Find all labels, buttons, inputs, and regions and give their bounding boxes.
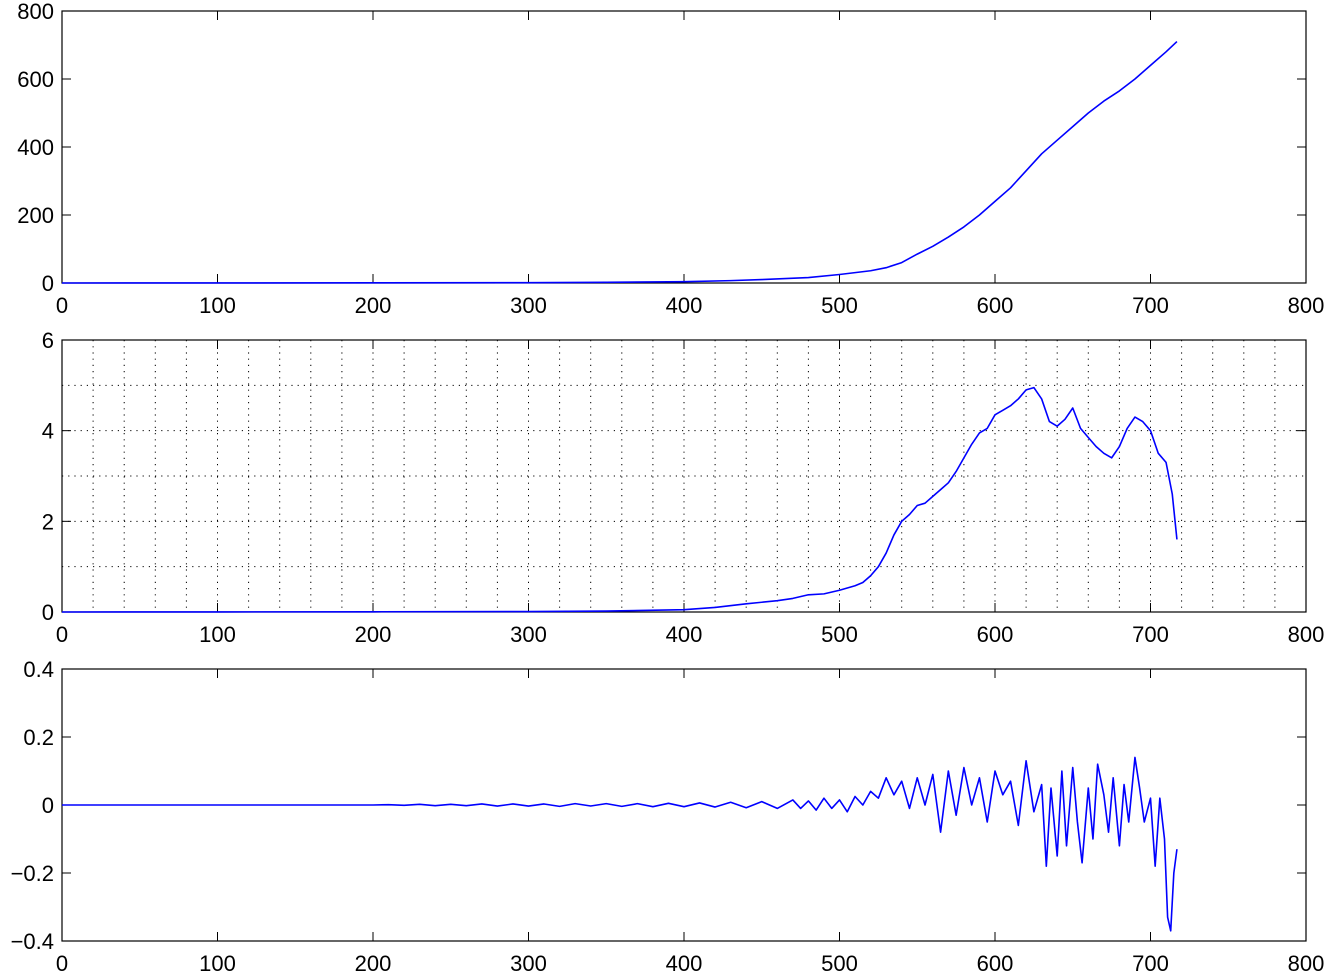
x-tick-label: 0: [56, 951, 68, 976]
subplot-1: 0 100 200 300 400 500 600 700 800 0 200 400 600 800: [17, 0, 1324, 318]
x-tick-label: 300: [510, 293, 547, 318]
x-tick-label: 100: [199, 951, 236, 976]
y-tick-label: 6: [42, 328, 54, 353]
y-tick-label: 200: [17, 203, 54, 228]
x-tick-label: 300: [510, 951, 547, 976]
x-tick-label: 0: [56, 622, 68, 647]
x-tick-label: 800: [1288, 622, 1325, 647]
x-tick-label: 200: [355, 293, 392, 318]
y-tick-label: 4: [42, 419, 54, 444]
x-tick-label: 300: [510, 622, 547, 647]
x-tick-label: 600: [977, 622, 1014, 647]
y-tick-label: 0.4: [23, 657, 54, 682]
series-line-1: [62, 756, 1178, 932]
x-tick-label: 100: [199, 622, 236, 647]
x-tick-label: 500: [821, 293, 858, 318]
x-tick-label: 800: [1288, 293, 1325, 318]
series-line-1: [61, 41, 1178, 284]
x-tick-label: 700: [1132, 622, 1169, 647]
y-tick-label: 0: [42, 600, 54, 625]
x-tick-label: 400: [666, 622, 703, 647]
x-tick-label: 400: [666, 951, 703, 976]
y-tick-label: 600: [17, 67, 54, 92]
x-tick-label: 800: [1288, 951, 1325, 976]
y-tick-label: 2: [42, 509, 54, 534]
x-tick-label: 700: [1132, 293, 1169, 318]
plot-area: [61, 10, 1307, 284]
y-tick-label: 0.2: [23, 725, 54, 750]
x-tick-label: 600: [977, 293, 1014, 318]
x-tick-label: 700: [1132, 951, 1169, 976]
y-tick-label: 800: [17, 0, 54, 24]
x-tick-label: 0: [56, 293, 68, 318]
x-tick-label: 600: [977, 951, 1014, 976]
series-line-1: [61, 386, 1178, 613]
plot-area: [61, 339, 1307, 613]
y-tick-label: −0.2: [11, 861, 54, 886]
x-tick-label: 500: [821, 622, 858, 647]
y-tick-label: −0.4: [11, 929, 54, 954]
subplot-2: 0 100 200 300 400 500 600 700 800 0 2 4 6: [42, 328, 1325, 647]
y-tick-label: 0: [42, 271, 54, 296]
x-tick-label: 200: [355, 622, 392, 647]
y-tick-label: 0: [42, 793, 54, 818]
x-tick-label: 500: [821, 951, 858, 976]
subplot-3: 0 100 200 300 400 500 600 700 800 −0.4 −0.2 0 0.2 0.4: [11, 657, 1325, 976]
x-tick-label: 200: [355, 951, 392, 976]
x-tick-label: 400: [666, 293, 703, 318]
x-tick-label: 100: [199, 293, 236, 318]
y-tick-label: 400: [17, 135, 54, 160]
